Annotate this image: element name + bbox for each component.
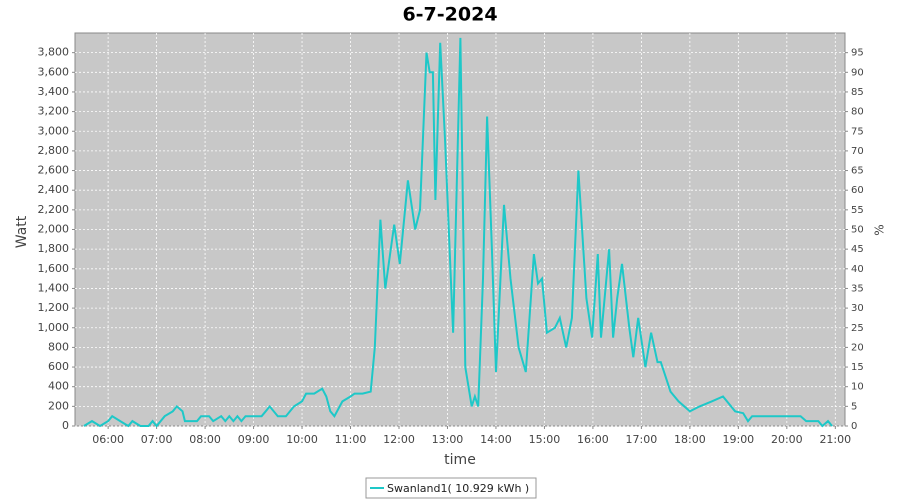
y-axis-label: Watt [14, 215, 30, 248]
series-line [83, 37, 833, 428]
x-tick-label: 20:00 [771, 433, 803, 446]
y-tick-label: 2,600 [38, 164, 70, 177]
y2-tick-label: 85 [851, 87, 864, 98]
y-tick-label: 1,800 [38, 242, 70, 255]
y-tick-label: 400 [48, 380, 69, 393]
y2-tick-label: 80 [851, 107, 864, 118]
x-tick-label: 16:00 [577, 433, 609, 446]
y2-tick-label: 25 [851, 323, 864, 334]
y2-axis-label: % [873, 224, 887, 235]
y-tick-label: 1,000 [38, 321, 70, 334]
y-tick-label: 600 [48, 360, 69, 373]
y2-tick-label: 45 [851, 244, 864, 255]
y2-tick-label: 5 [851, 401, 857, 412]
y2-tick-label: 20 [851, 342, 864, 353]
x-tick-label: 08:00 [189, 433, 221, 446]
chart-title: 6-7-2024 [402, 4, 497, 26]
y-tick-label: 0 [62, 419, 69, 432]
y2-tick-label: 10 [851, 382, 864, 393]
x-tick-label: 10:00 [286, 433, 318, 446]
y2-tick-label: 70 [851, 146, 864, 157]
y-tick-label: 3,000 [38, 124, 70, 137]
y2-tick-label: 0 [851, 421, 857, 432]
y2-tick-label: 60 [851, 185, 864, 196]
y-tick-label: 2,200 [38, 203, 70, 216]
x-tick-label: 09:00 [238, 433, 270, 446]
y-tick-label: 800 [48, 340, 69, 353]
y-tick-label: 3,200 [38, 105, 70, 118]
x-axis-label: time [444, 452, 476, 468]
y-tick-label: 2,400 [38, 183, 70, 196]
x-tick-label: 06:00 [92, 433, 124, 446]
x-tick-label: 12:00 [383, 433, 415, 446]
x-tick-label: 07:00 [141, 433, 173, 446]
y2-tick-label: 40 [851, 264, 864, 275]
y-tick-label: 3,800 [38, 46, 70, 59]
y-tick-label: 200 [48, 399, 69, 412]
y2-tick-label: 75 [851, 126, 864, 137]
y2-tick-label: 95 [851, 48, 864, 59]
y2-tick-label: 55 [851, 205, 864, 216]
y-tick-label: 2,000 [38, 223, 70, 236]
x-tick-label: 14:00 [480, 433, 512, 446]
y2-tick-label: 90 [851, 67, 864, 78]
y2-tick-label: 35 [851, 283, 864, 294]
legend [365, 477, 537, 499]
legend-label: Swanland1( 10.929 kWh ) [387, 482, 529, 495]
y2-tick-label: 65 [851, 166, 864, 177]
x-tick-label: 15:00 [529, 433, 561, 446]
y2-tick-label: 50 [851, 225, 864, 236]
x-tick-label: 17:00 [626, 433, 658, 446]
y-tick-label: 1,400 [38, 281, 70, 294]
y2-tick-label: 30 [851, 303, 864, 314]
y2-tick-label: 15 [851, 362, 864, 373]
y-tick-label: 3,400 [38, 85, 70, 98]
x-tick-label: 18:00 [674, 433, 706, 446]
y-tick-label: 3,600 [38, 65, 70, 78]
x-tick-label: 11:00 [335, 433, 367, 446]
y-tick-label: 2,800 [38, 144, 70, 157]
x-tick-label: 21:00 [819, 433, 851, 446]
y-tick-label: 1,600 [38, 262, 70, 275]
x-tick-label: 13:00 [432, 433, 464, 446]
x-tick-label: 19:00 [722, 433, 754, 446]
y-tick-label: 1,200 [38, 301, 70, 314]
